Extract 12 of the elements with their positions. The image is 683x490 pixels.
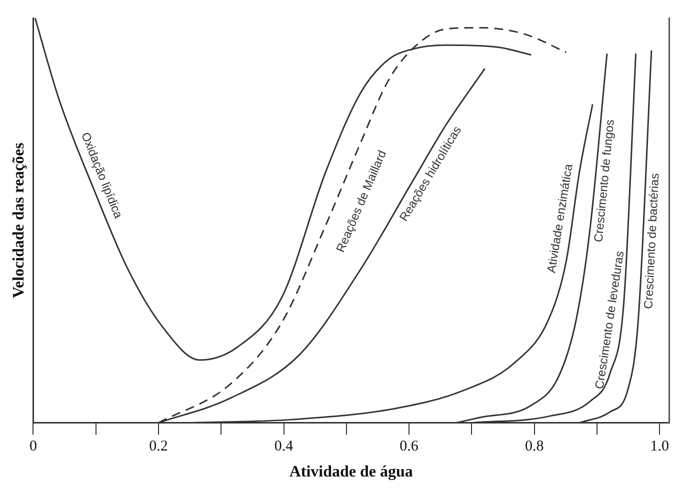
text: Crescimento de leveduras — [592, 250, 627, 390]
x-axis-title: Atividade de água — [289, 464, 413, 481]
text: Crescimento de bactérias — [641, 172, 662, 310]
x-tick-label: 0.2 — [149, 438, 168, 455]
text: Crescimento de fungos — [591, 118, 617, 243]
x-tick-label: 0.8 — [524, 438, 544, 455]
x-tick-label: 0 — [29, 438, 37, 455]
x-tick-label: 0.4 — [274, 438, 294, 455]
text: Atividade enzimática — [544, 162, 576, 274]
x-tick-label: 1.0 — [650, 438, 669, 455]
x-tick-label: 0.6 — [400, 438, 419, 455]
y-axis-title: Velocidade das reações — [10, 142, 28, 298]
